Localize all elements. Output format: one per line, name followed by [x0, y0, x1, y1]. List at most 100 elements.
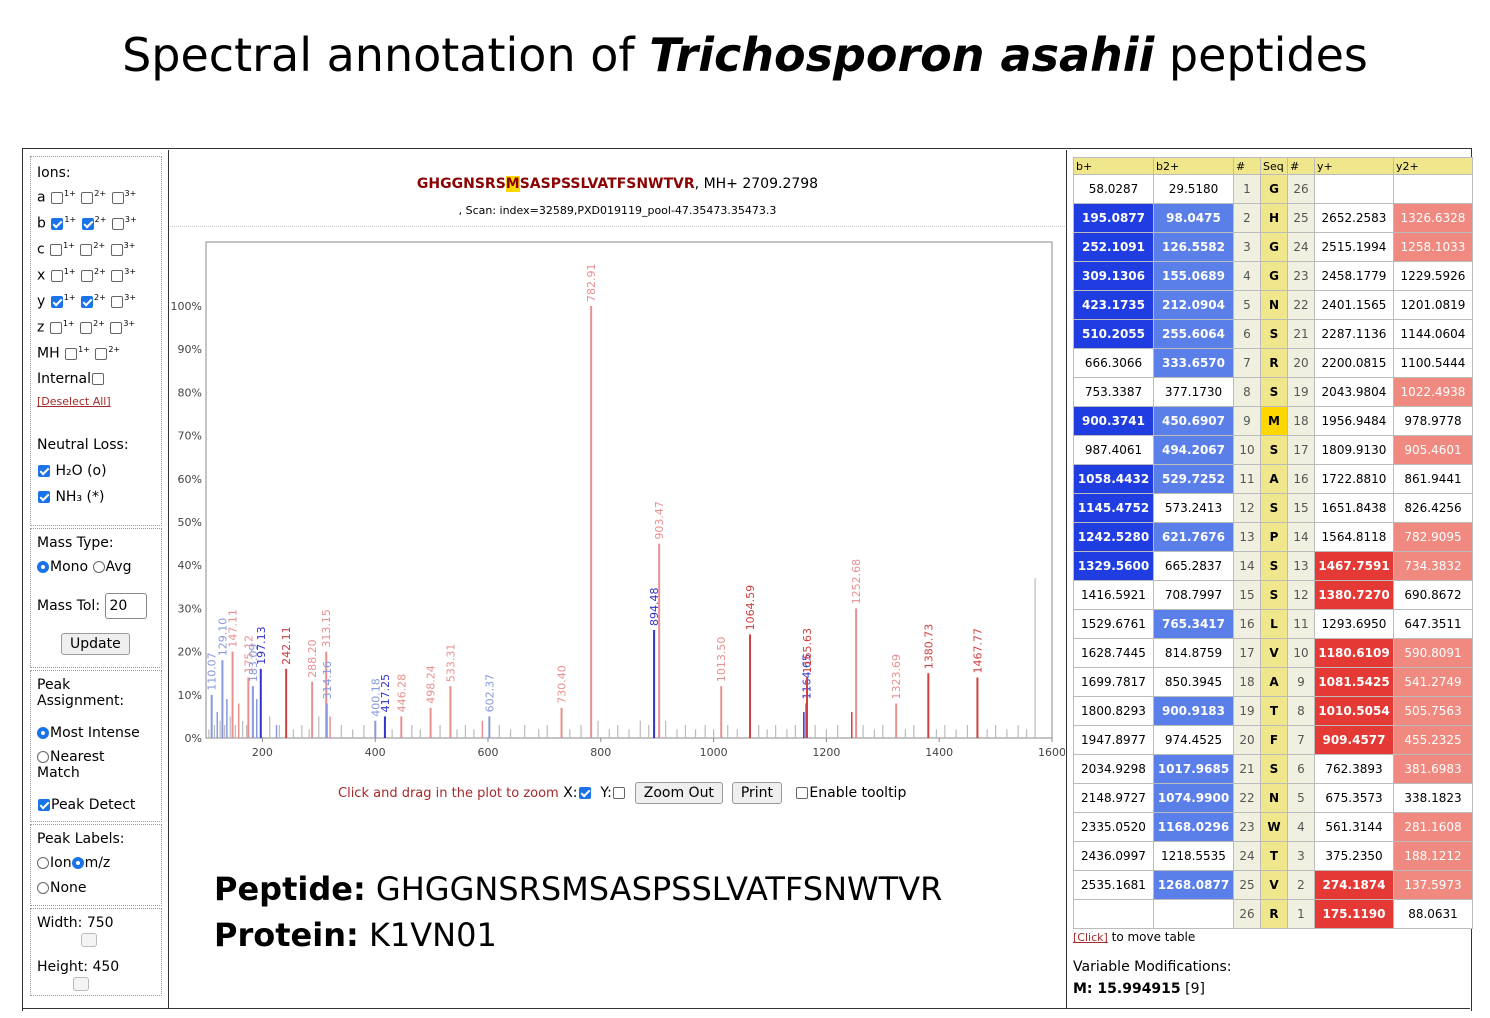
b-ion-cell: 1242.5280	[1073, 522, 1154, 552]
move-table-link[interactable]: [Click]	[1073, 931, 1108, 944]
residue-number-cell: 20	[1233, 725, 1261, 755]
residue-number-rev-cell: 15	[1287, 493, 1315, 523]
mh-1-checkbox[interactable]	[65, 347, 78, 360]
ion-z-1-checkbox[interactable]	[49, 321, 62, 334]
most-intense-radio[interactable]	[37, 727, 49, 739]
ion-y-3-checkbox[interactable]	[111, 295, 124, 308]
ion-x-3-checkbox[interactable]	[111, 269, 124, 282]
b2-ion-cell: 255.6064	[1153, 319, 1234, 349]
charge-label: 3	[124, 215, 130, 224]
none-radio[interactable]	[37, 882, 49, 894]
peak-label: 894.48	[648, 588, 661, 627]
avg-radio[interactable]	[92, 561, 105, 573]
header-num2: #	[1287, 157, 1315, 175]
residue-number-rev-cell: 8	[1287, 696, 1315, 726]
y-tick-label: 0%	[185, 732, 202, 745]
residue-number-rev-cell: 25	[1287, 203, 1315, 233]
ion-a-1-checkbox[interactable]	[51, 191, 64, 204]
mono-radio[interactable]	[37, 561, 49, 573]
peak-labels-label: Peak Labels:	[37, 831, 125, 847]
residue-cell: R	[1260, 348, 1288, 378]
ion-z-2-checkbox[interactable]	[80, 321, 93, 334]
mh-2-checkbox[interactable]	[95, 347, 108, 360]
ion-c-1-checkbox[interactable]	[50, 243, 63, 256]
residue-number-cell: 14	[1233, 551, 1261, 581]
y2-ion-cell: 1229.5926	[1393, 261, 1473, 291]
mono-label: Mono	[50, 559, 89, 575]
ion-b-3-checkbox[interactable]	[111, 217, 124, 230]
zoom-y-checkbox[interactable]	[612, 787, 625, 799]
b2-ion-cell: 850.3945	[1153, 667, 1234, 697]
ion-c-2-checkbox[interactable]	[80, 243, 93, 256]
residue-number-cell: 19	[1233, 696, 1261, 726]
ion-x-1-checkbox[interactable]	[50, 269, 63, 282]
residue-number-cell: 3	[1233, 232, 1261, 262]
residue-number-rev-cell: 10	[1287, 638, 1315, 668]
mass-tol-input[interactable]: 20	[104, 593, 147, 619]
header-b2: b2+	[1153, 157, 1234, 175]
residue-number-cell: 22	[1233, 783, 1261, 813]
b-ion-cell: 753.3387	[1073, 377, 1154, 407]
internal-checkbox[interactable]	[91, 373, 104, 385]
ion-a-3-checkbox[interactable]	[111, 191, 124, 204]
peak-label: 1013.50	[715, 637, 728, 683]
header-num: #	[1233, 157, 1261, 175]
peak-label: 197.13	[255, 626, 268, 665]
b-ion-cell: 1800.8293	[1073, 696, 1154, 726]
ion-type-label: b	[37, 215, 46, 232]
h2o-row: H₂O (o)	[37, 463, 107, 479]
nh3-checkbox[interactable]	[38, 491, 50, 503]
x-tick-label: 400	[365, 746, 386, 759]
b2-ion-cell: 377.1730	[1153, 377, 1234, 407]
ion-c-3-checkbox[interactable]	[110, 243, 123, 256]
ion-y-1-checkbox[interactable]	[50, 295, 63, 308]
update-button[interactable]: Update	[61, 633, 130, 655]
y-ion-cell: 2515.1994	[1314, 232, 1394, 262]
residue-number-rev-cell: 1	[1287, 899, 1315, 929]
h2o-checkbox[interactable]	[38, 465, 50, 477]
charge-label: 3	[123, 319, 129, 328]
ion-b-1-checkbox[interactable]	[51, 217, 64, 230]
y-ion-cell: 561.3144	[1314, 812, 1394, 842]
tooltip-checkbox[interactable]	[796, 787, 809, 799]
ion-x-2-checkbox[interactable]	[81, 269, 93, 282]
y-tick-label: 50%	[178, 516, 202, 529]
y2-ion-cell: 734.3832	[1393, 551, 1473, 581]
width-slider[interactable]	[81, 933, 97, 951]
peak-detect-row: Peak Detect	[37, 797, 135, 813]
ion-a-2-checkbox[interactable]	[81, 191, 94, 204]
height-slider[interactable]	[73, 977, 89, 995]
table-row: 2148.9727 1074.9900 22 N 5 675.3573 338.1823	[1073, 783, 1473, 813]
ion-y-2-checkbox[interactable]	[81, 295, 93, 308]
ion-b-2-checkbox[interactable]	[81, 217, 94, 230]
residue-cell: T	[1260, 841, 1288, 871]
ion-z-3-checkbox[interactable]	[110, 321, 123, 334]
spectrum-plot[interactable]: 0% 10% 20% 30% 40% 50% 60% 70% 80% 90% 100% 200 400 6…	[170, 236, 1065, 776]
nearest-radio[interactable]	[37, 751, 49, 763]
y-tick-label: 20%	[178, 646, 202, 659]
title-suffix: peptides	[1154, 28, 1368, 82]
print-button[interactable]: Print	[731, 782, 783, 804]
peak-label: 1467.77	[971, 628, 984, 674]
residue-number-rev-cell: 22	[1287, 290, 1315, 320]
b2-ion-cell: 333.6570	[1153, 348, 1234, 378]
y-ion-cell: 1010.5054	[1314, 696, 1394, 726]
charge-label: 1	[64, 189, 70, 198]
ion-type-label: z	[37, 319, 45, 336]
residue-number-cell: 17	[1233, 638, 1261, 668]
zoom-x-checkbox[interactable]	[578, 787, 591, 799]
peak-detect-checkbox[interactable]	[38, 799, 50, 811]
zoom-out-button[interactable]: Zoom Out	[634, 782, 723, 804]
table-row: 1947.8977 974.4525 20 F 7 909.4577 455.2325	[1073, 725, 1473, 755]
y-ion-cell: 274.1874	[1314, 870, 1394, 900]
table-row: 2436.0997 1218.5535 24 T 3 375.2350 188.1212	[1073, 841, 1473, 871]
slide-title: Spectral annotation of Trichosporon asah…	[0, 28, 1490, 82]
mz-radio[interactable]	[71, 857, 84, 869]
y-ion-cell: 1467.7591	[1314, 551, 1394, 581]
b2-ion-cell: 814.8759	[1153, 638, 1234, 668]
mass-type-label: Mass Type:	[37, 535, 114, 551]
deselect-all-link[interactable]: [Deselect All]	[37, 395, 111, 408]
ion-radio[interactable]	[37, 857, 49, 869]
ion-type-label: y	[37, 293, 46, 310]
ion-type-label: x	[37, 267, 46, 284]
